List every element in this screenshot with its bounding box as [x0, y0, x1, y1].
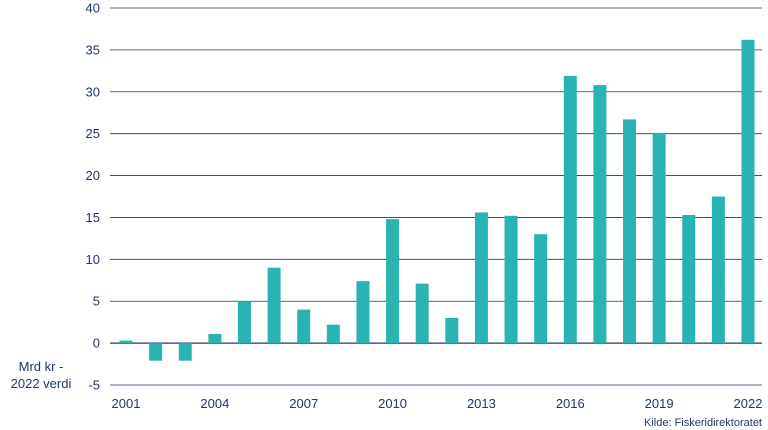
- y-tick-label: 25: [86, 126, 100, 141]
- bar-2006: [267, 267, 281, 344]
- y-axis-label-line-1: Mrd kr -: [18, 359, 64, 374]
- x-tick-label: 2019: [645, 396, 674, 411]
- bar-2015: [534, 234, 548, 344]
- y-tick-label: 15: [86, 210, 100, 225]
- bar-2021: [711, 196, 725, 344]
- y-tick-label: 20: [86, 168, 100, 183]
- y-tick-labels: -5 0 5 10 15 20 25 30 35 40: [86, 1, 100, 393]
- bar-2010: [386, 219, 400, 344]
- bar-2013: [474, 212, 488, 344]
- bar-2002: [149, 343, 163, 361]
- x-tick-label: 2007: [289, 396, 318, 411]
- x-tick-label: 2016: [556, 396, 585, 411]
- bar-2017: [593, 85, 607, 344]
- bar-2022: [741, 39, 755, 344]
- bar-2004: [208, 333, 222, 344]
- bar-2018: [623, 119, 637, 344]
- y-tick-label: 35: [86, 42, 100, 57]
- bar-2005: [237, 301, 251, 344]
- x-tick-label: 2013: [467, 396, 496, 411]
- bar-2007: [297, 309, 311, 344]
- x-tick-labels: 2001 2004 2007 2010 2013 2016 2019 2022: [112, 396, 763, 411]
- bar-2003: [178, 343, 192, 361]
- y-tick-label: 5: [93, 294, 100, 309]
- y-tick-label: -5: [88, 378, 100, 393]
- bar-2020: [682, 214, 696, 344]
- x-tick-label: 2010: [378, 396, 407, 411]
- source-note: Kilde: Fiskeridirektoratet: [644, 417, 762, 429]
- x-tick-label: 2022: [734, 396, 763, 411]
- y-axis-label: Mrd kr - 2022 verdi: [0, 358, 82, 392]
- bar-2019: [652, 132, 666, 344]
- bar-2014: [504, 215, 518, 344]
- bars: [119, 39, 755, 361]
- x-tick-label: 2001: [112, 396, 141, 411]
- bar-2009: [356, 281, 370, 344]
- y-tick-label: 40: [86, 1, 100, 16]
- y-tick-label: 30: [86, 84, 100, 99]
- bar-2008: [326, 324, 340, 344]
- y-tick-label: 0: [93, 336, 100, 351]
- bar-2001: [119, 340, 133, 344]
- y-tick-label: 10: [86, 252, 100, 267]
- bar-2011: [415, 283, 429, 344]
- bar-2016: [563, 75, 577, 344]
- x-tick-label: 2004: [200, 396, 229, 411]
- bar-2012: [445, 317, 459, 344]
- y-axis-label-line-2: 2022 verdi: [10, 376, 72, 391]
